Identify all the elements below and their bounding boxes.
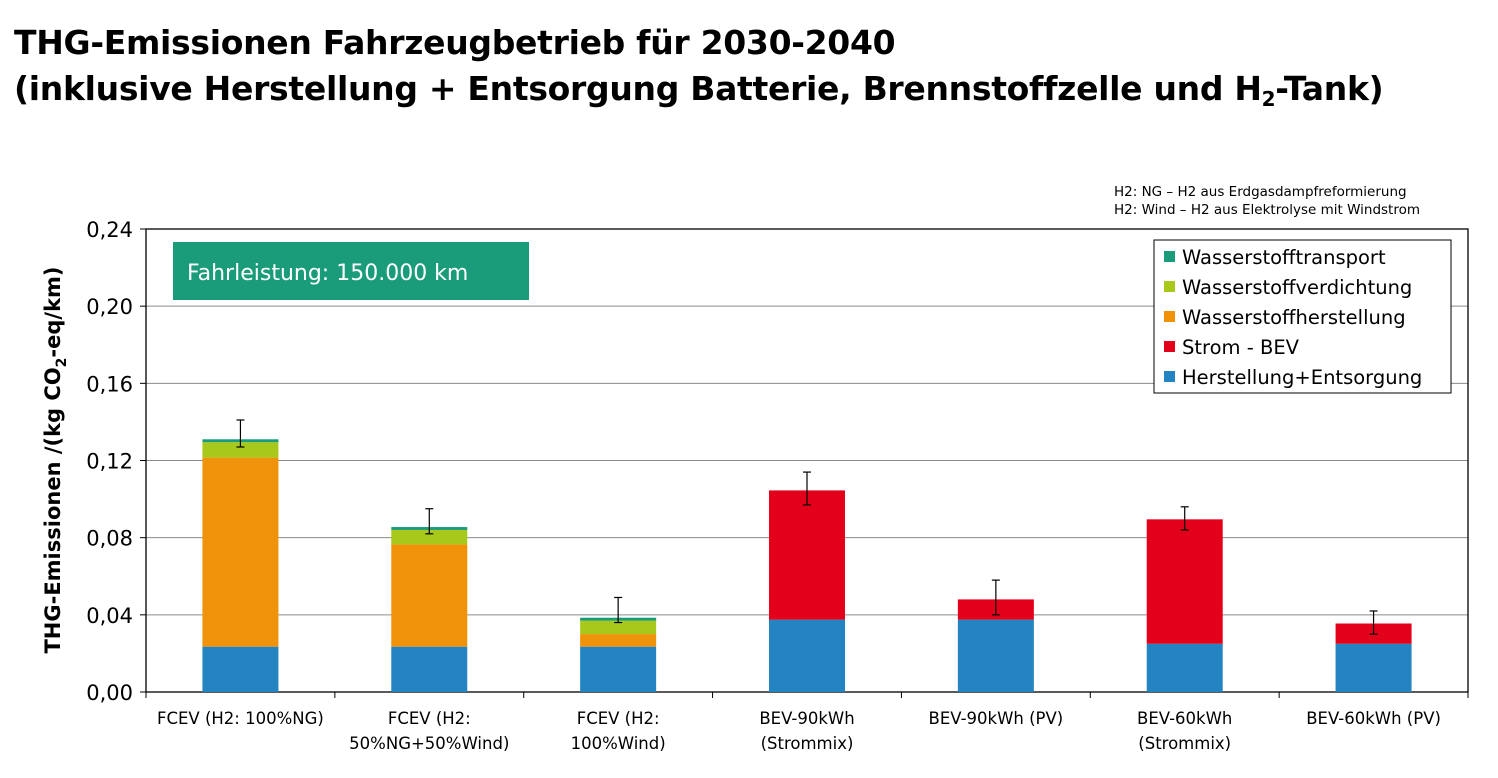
legend-box: [1153, 239, 1452, 394]
bar-segment-herstellung-entsorgung: [391, 646, 468, 692]
bar-segment-strom-bev: [769, 490, 845, 620]
x-tick-label: BEV-60kWh (PV): [1306, 709, 1441, 728]
x-axis-labels: FCEV (H2: 100%NG) FCEV (H2: 50%NG+50%Wind)…: [145, 692, 1469, 753]
legend: Wasserstofftransport Wasserstoffverdichtu…: [1153, 239, 1452, 394]
bar-segment-wasserstoffherstellung: [580, 634, 657, 647]
y-tick-label: 0,16: [86, 372, 133, 396]
x-tick-label: BEV-90kWh (PV): [929, 709, 1064, 728]
legend-swatch: [1164, 281, 1175, 292]
badge: Fahrleistung: 150.000 km: [173, 242, 529, 300]
badge-background: [173, 242, 529, 300]
bar-segment-wasserstoffverdichtung: [580, 620, 657, 635]
x-tick-label: 100%Wind): [571, 734, 666, 753]
legend-label: Herstellung+Entsorgung: [1182, 366, 1422, 389]
bar-segment-herstellung-entsorgung: [202, 646, 279, 692]
legend-swatch: [1164, 341, 1175, 352]
y-axis-label-suffix: -eq/km): [41, 266, 65, 357]
bar-segment-wasserstoffverdichtung: [202, 442, 279, 458]
bar-segment-wasserstoffverdichtung: [391, 529, 468, 545]
abbreviation-notes: H2: NG – H2 aus Erdgasdampfreformierung …: [1114, 183, 1420, 219]
title-subscript: 2: [1261, 87, 1276, 111]
y-axis-label: THG-Emissionen /(kg CO2-eq/km): [41, 266, 70, 653]
legend-swatch: [1164, 311, 1175, 322]
legend-label: Strom - BEV: [1182, 336, 1300, 359]
note-wind: H2: Wind – H2 aus Elektrolyse mit Windst…: [1114, 202, 1421, 218]
bar-segment-herstellung-entsorgung: [580, 646, 657, 692]
x-tick-label: (Strommix): [1138, 734, 1231, 753]
y-tick-label: 0,20: [86, 295, 133, 319]
bar-segment-herstellung-entsorgung: [1146, 643, 1223, 692]
y-tick-label: 0,08: [86, 527, 133, 551]
y-axis-ticks: 0,00 0,04 0,08 0,12 0,16 0,20 0,24: [86, 218, 146, 705]
title-line-2: (inklusive Herstellung + Entsorgung Batt…: [14, 66, 1384, 122]
bars: [202, 439, 1412, 692]
bar-segment-herstellung-entsorgung: [957, 619, 1034, 692]
y-tick-label: 0,24: [86, 218, 133, 242]
legend-label: Wasserstofftransport: [1182, 246, 1386, 269]
x-tick-label: 50%NG+50%Wind): [349, 734, 509, 753]
x-tick-label: FCEV (H2:: [577, 709, 660, 728]
legend-label: Wasserstoffverdichtung: [1182, 276, 1412, 299]
x-tick-label: BEV-60kWh: [1137, 709, 1232, 728]
y-tick-label: 0,04: [86, 604, 133, 628]
bar-segment-wasserstoffherstellung: [202, 457, 279, 647]
y-tick-label: 0,12: [86, 450, 133, 474]
bar-segment-strom-bev: [1146, 519, 1223, 644]
title-line-2-suffix: -Tank): [1275, 69, 1384, 108]
y-axis-label-sub: 2: [54, 358, 70, 368]
title-line-2-prefix: (inklusive Herstellung + Entsorgung Batt…: [14, 69, 1262, 108]
y-tick-label: 0,00: [86, 681, 133, 705]
note-ng: H2: NG – H2 aus Erdgasdampfreformierung: [1114, 184, 1407, 200]
y-axis-label-prefix: THG-Emissionen /(kg CO: [41, 367, 65, 653]
bar-segment-herstellung-entsorgung: [769, 619, 845, 692]
badge-text: Fahrleistung: 150.000 km: [187, 261, 468, 286]
x-tick-label: FCEV (H2:: [388, 709, 471, 728]
legend-swatch: [1164, 251, 1175, 262]
bar-segment-wasserstoffherstellung: [391, 544, 468, 647]
x-tick-label: FCEV (H2: 100%NG): [157, 709, 324, 728]
legend-swatch: [1164, 371, 1175, 382]
legend-label: Wasserstoffherstellung: [1182, 306, 1406, 329]
bar-segment-herstellung-entsorgung: [1335, 643, 1412, 692]
error-bars: [236, 419, 1378, 635]
x-tick-label: (Strommix): [761, 734, 854, 753]
title-line-1: THG-Emissionen Fahrzeugbetrieb für 2030-…: [14, 23, 896, 62]
x-tick-label: BEV-90kWh: [759, 709, 854, 728]
chart-title: THG-Emissionen Fahrzeugbetrieb für 2030-…: [14, 20, 1384, 122]
